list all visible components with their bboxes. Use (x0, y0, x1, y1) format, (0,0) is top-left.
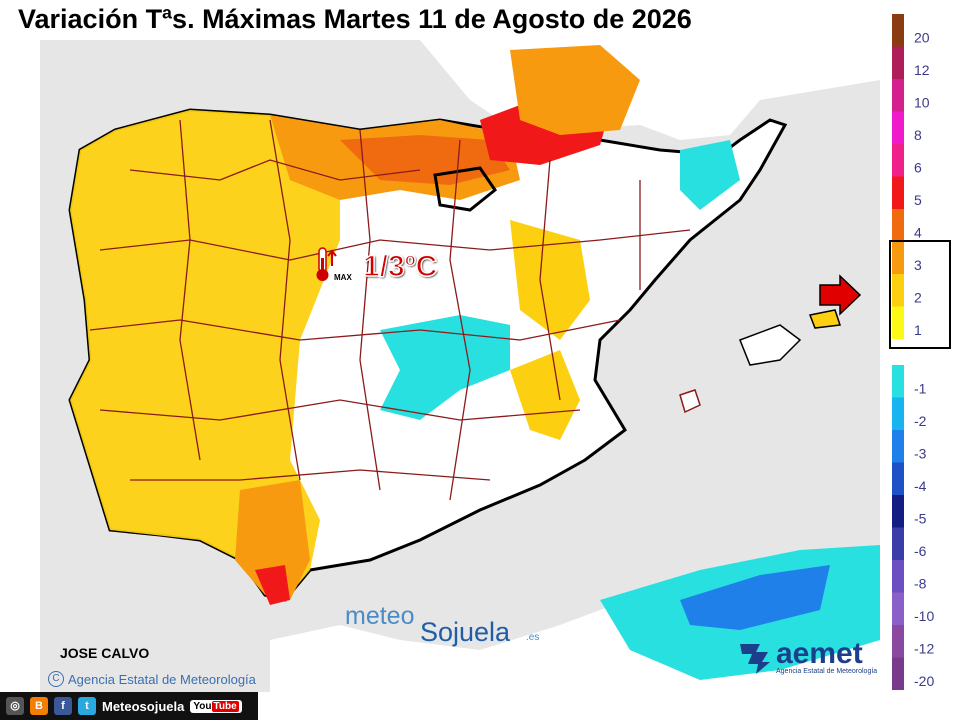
anomaly-zone-cantabria (340, 135, 510, 185)
legend-positive-swatch-6 (892, 209, 904, 242)
thermometer-label: MAX (334, 273, 352, 282)
legend-negative-label-0: -1 (914, 381, 927, 397)
anomaly-zone-gibraltar (255, 565, 290, 605)
legend-positive-label-4: 6 (914, 160, 922, 176)
legend-positive-swatch-8 (892, 274, 904, 307)
legend-positive-swatch-7 (892, 241, 904, 274)
legend-negative-label-7: -10 (914, 608, 934, 624)
blogger-icon[interactable]: B (30, 697, 48, 715)
aemet-subtitle: Agencia Estatal de Meteorología (776, 668, 878, 675)
legend-negative-swatch-4 (892, 495, 904, 528)
legend-positive-scale: 20 12 10 8 6 5 4 3 2 1 (892, 14, 930, 339)
legend-negative-swatch-5 (892, 527, 904, 560)
legend-positive-label-3: 8 (914, 127, 922, 143)
legend-negative-label-5: -6 (914, 543, 927, 559)
footer-brand[interactable]: Meteosojuela (102, 698, 185, 714)
facebook-icon[interactable]: f (54, 697, 72, 715)
anomaly-zone-southeast (510, 350, 580, 440)
legend-positive-label-0: 20 (914, 30, 930, 46)
legend-positive-swatch-0 (892, 14, 904, 47)
legend-negative-swatch-9 (892, 657, 904, 690)
anomaly-zone-andalucia (235, 480, 310, 600)
legend-positive-label-1: 12 (914, 62, 930, 78)
copyright-icon: C (48, 671, 64, 687)
balearic-menorca (808, 309, 842, 329)
arrow-to-balearic-icon (819, 274, 862, 316)
legend-positive-swatch-9 (892, 306, 904, 339)
watermark-meteo: meteo (345, 602, 415, 630)
social-footer: ◎ B f t Meteosojuela You Tube (0, 692, 258, 720)
copyright-notice: C Agencia Estatal de Meteorología (48, 671, 256, 687)
copyright-text: Agencia Estatal de Meteorología (68, 671, 256, 687)
instagram-icon[interactable]: ◎ (6, 697, 24, 715)
legend-negative-swatch-6 (892, 560, 904, 593)
youtube-icon[interactable]: You Tube (190, 699, 242, 713)
anomaly-range-label: 1/3ºC (362, 249, 438, 284)
legend-positive-label-2: 10 (914, 95, 930, 111)
watermark-tld: .es (526, 632, 540, 643)
legend-negative-label-8: -12 (914, 641, 934, 657)
legend-negative-label-2: -3 (914, 446, 927, 462)
legend-negative-swatch-2 (892, 430, 904, 463)
twitter-icon[interactable]: t (78, 697, 96, 715)
anomaly-zone-east (510, 220, 590, 340)
legend-negative-swatch-1 (892, 397, 904, 430)
legend-negative-swatch-0 (892, 365, 904, 398)
province-borders (89, 119, 691, 501)
balearic-mallorca (739, 324, 802, 366)
legend-highlight-box (889, 240, 951, 349)
legend-negative-label-1: -2 (914, 413, 927, 429)
legend-negative-scale: -1 -2 -3 -4 -5 -6 -8 -10 -12 -20 (892, 365, 934, 690)
legend-positive-label-5: 5 (914, 192, 922, 208)
legend-negative-swatch-3 (892, 462, 904, 495)
cool-zone-catalonia (680, 140, 740, 210)
legend-negative-label-3: -4 (914, 478, 927, 494)
cool-zone-central (380, 315, 510, 420)
legend-negative-swatch-8 (892, 625, 904, 658)
balearic-ibiza (679, 389, 701, 414)
legend-positive-swatch-1 (892, 46, 904, 79)
legend-positive-label-8: 2 (914, 290, 922, 306)
legend-positive-swatch-3 (892, 111, 904, 144)
map-title: Variación Tªs. Máximas Martes 11 de Agos… (18, 4, 692, 34)
legend-positive-label-9: 1 (914, 322, 922, 338)
thermometer-max-icon: MAX (316, 247, 352, 282)
legend-positive-label-6: 4 (914, 225, 922, 241)
legend-negative-label-9: -20 (914, 673, 934, 689)
color-legend: 20 12 10 8 6 5 4 3 2 1 -1 -2 -3 -4 -5 -6 -8 -10 -12 -20 (889, 14, 951, 690)
aemet-emblem-icon (740, 644, 770, 674)
author-credit: JOSE CALVO (60, 645, 150, 661)
temperature-anomaly-map: MAX (40, 40, 880, 692)
anomaly-zone-france-sw (510, 45, 640, 135)
legend-positive-swatch-4 (892, 144, 904, 177)
legend-negative-swatch-7 (892, 592, 904, 625)
aemet-name: aemet (776, 637, 863, 670)
legend-negative-label-6: -8 (914, 576, 927, 592)
legend-positive-label-7: 3 (914, 257, 922, 273)
watermark-sojuela: Sojuela (420, 617, 511, 647)
aemet-logo: aemet Agencia Estatal de Meteorología (738, 637, 878, 676)
legend-negative-label-4: -5 (914, 511, 927, 527)
legend-positive-swatch-2 (892, 79, 904, 112)
legend-positive-swatch-5 (892, 176, 904, 209)
cool-zone-mediterranean-deep (680, 565, 830, 630)
la-rioja-outline (433, 166, 498, 212)
